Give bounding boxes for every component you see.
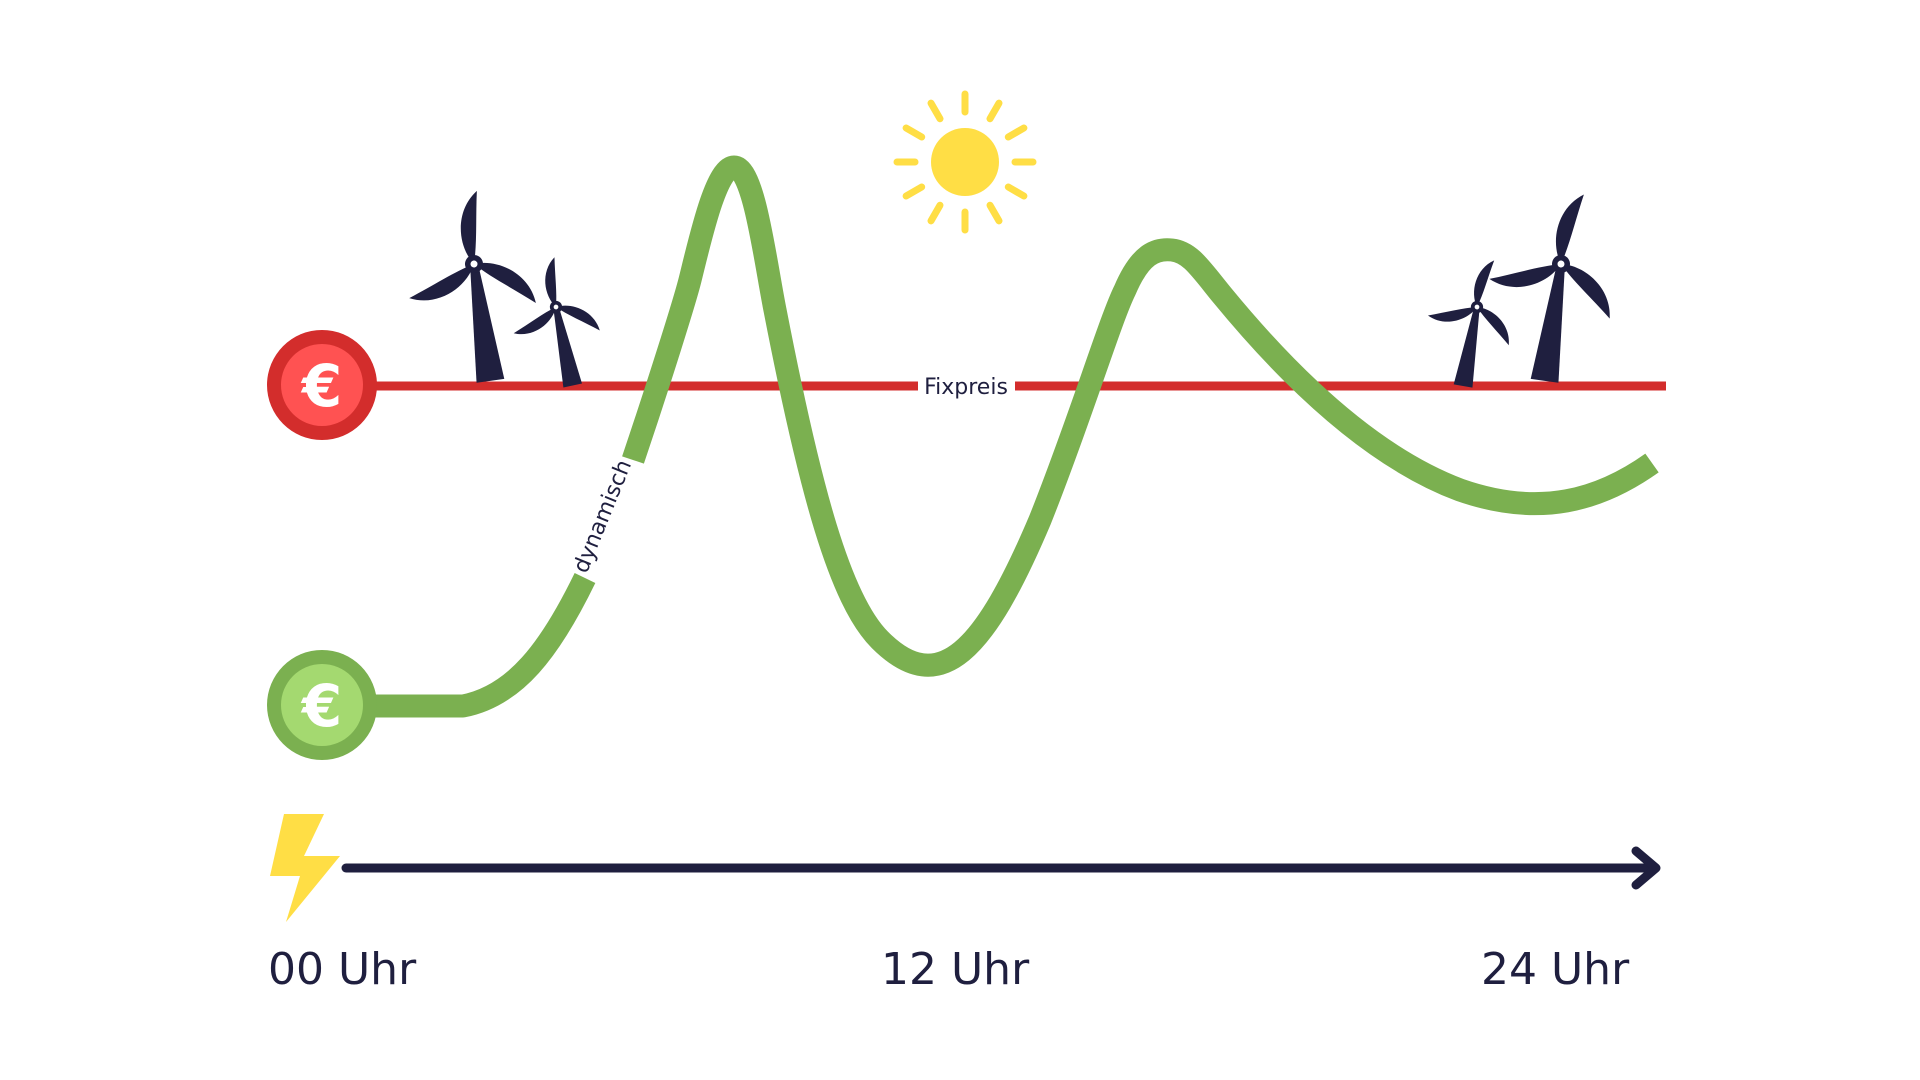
- fixed-price-label: Fixpreis: [924, 375, 1008, 400]
- dynamic-price-marker: €: [267, 650, 377, 760]
- dynamic-price-curve: [372, 155, 1659, 718]
- axis-end-label: 24 Uhr: [1481, 944, 1630, 995]
- sun-icon: [893, 90, 1037, 234]
- wind-turbine-icon: [500, 249, 618, 396]
- time-axis: [341, 846, 1661, 890]
- wind-turbine-icon: [1476, 183, 1638, 391]
- axis-middle-label: 12 Uhr: [881, 944, 1030, 995]
- axis-start-label: 00 Uhr: [268, 944, 417, 995]
- wind-turbine-icon: [1416, 250, 1531, 394]
- lightning-bolt-icon: [270, 814, 340, 922]
- arrow-right-icon: [1631, 846, 1661, 890]
- fixed-euro-symbol: €: [300, 352, 342, 420]
- wind-turbine-icon: [395, 183, 557, 391]
- left-wind-turbines: [395, 183, 618, 396]
- right-wind-turbines: [1416, 183, 1638, 394]
- fixed-price-marker: €: [267, 330, 377, 440]
- dynamic-price-label: dynamisch: [569, 456, 637, 576]
- dynamic-euro-symbol: €: [300, 672, 342, 740]
